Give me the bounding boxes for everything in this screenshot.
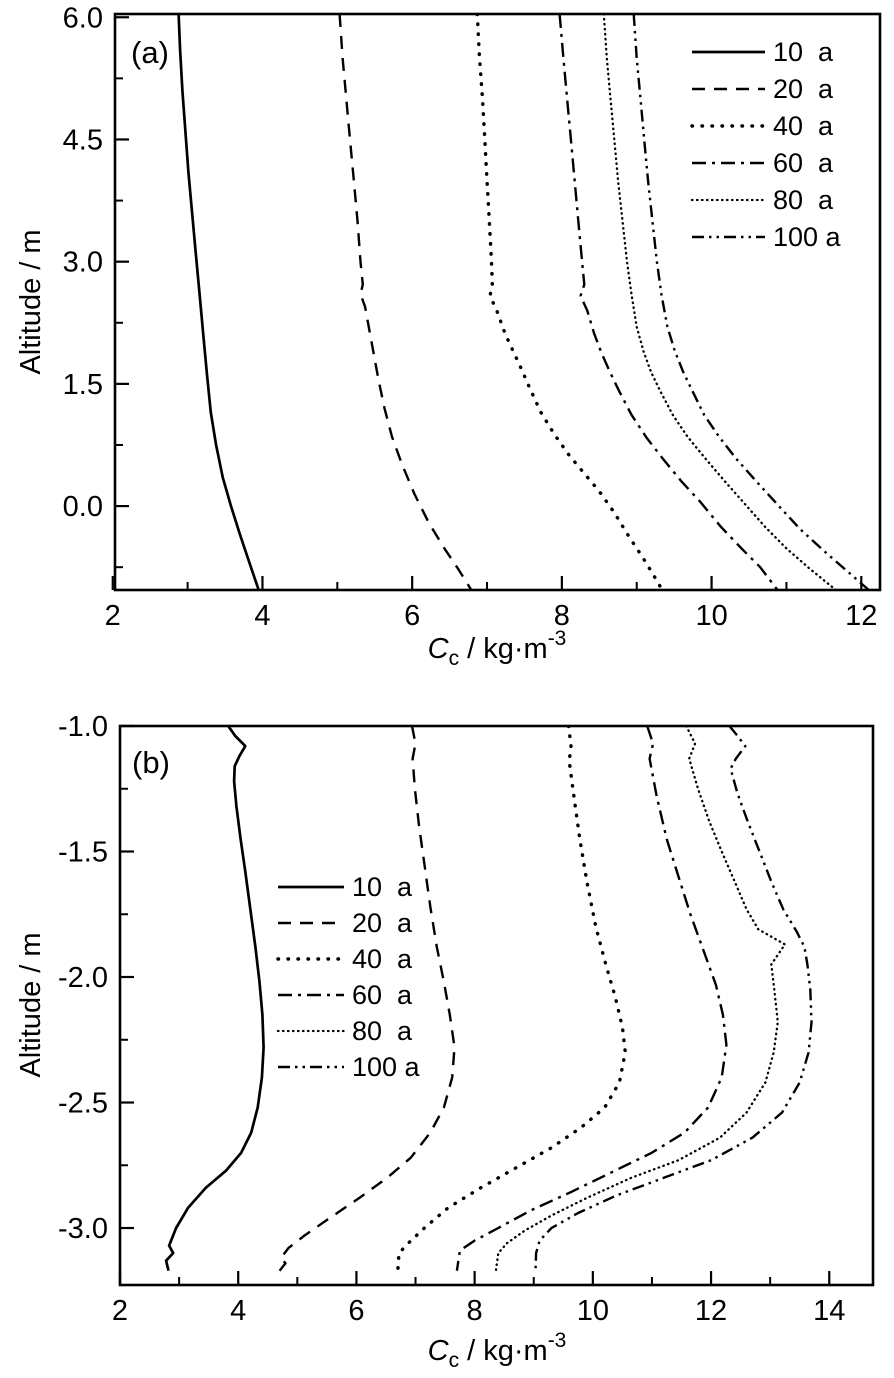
y-tick-label: 0.0 — [63, 491, 103, 523]
series-curve-60-a — [558, 14, 779, 590]
x-tick-label: 8 — [467, 1295, 483, 1327]
series-curve-100-a — [534, 726, 813, 1271]
x-axis-title-a: Cc / kg·m-3 — [428, 627, 567, 670]
series-curve-40-a — [396, 726, 627, 1273]
plot-area — [177, 14, 870, 590]
y-tick-label: -2.5 — [58, 1088, 108, 1120]
x-tick-label: 8 — [554, 600, 570, 632]
x-axis-units: / kg·m — [459, 1335, 548, 1367]
y-tick-label: -1.5 — [58, 837, 108, 869]
legend-label: 20 a — [773, 74, 834, 104]
chart-panel-a: 2 4 6 8 10 12 0.0 1.5 3.0 4.5 6.0 10 a 20 a 40 a 60 a 8… — [63, 2, 882, 632]
legend-label: 60 a — [352, 980, 413, 1010]
chart-panel-b: 2 4 6 8 10 12 14 -1.0 -1.5 -2.0 -2.5 -3.0 10 a 20 a 40… — [58, 711, 875, 1327]
y-tick-label: -1.0 — [58, 711, 108, 743]
legend-label: 40 a — [773, 111, 834, 141]
series-curve-10-a — [177, 14, 260, 590]
series-curve-100-a — [632, 14, 870, 590]
series-curve-80-a — [602, 14, 837, 590]
x-tick-label: 4 — [230, 1295, 246, 1327]
x-axis-exponent: -3 — [548, 1329, 567, 1352]
legend-label: 100 a — [773, 222, 842, 252]
y-tick-label: -3.0 — [58, 1213, 108, 1245]
panel-label-b: (b) — [132, 745, 170, 780]
x-tick-label: 10 — [695, 600, 727, 632]
x-axis-units: / kg·m — [459, 633, 548, 665]
x-axis-subscript: c — [449, 647, 460, 670]
series-curve-40-a — [475, 14, 664, 590]
y-axis-title-b: Altitude / m — [15, 932, 47, 1077]
legend-label: 80 a — [773, 185, 834, 215]
legend-label: 80 a — [352, 1016, 413, 1046]
legend-label: 60 a — [773, 148, 834, 178]
x-tick-label: 2 — [105, 600, 121, 632]
y-tick-label: 6.0 — [63, 2, 103, 34]
x-tick-label: 2 — [112, 1295, 128, 1327]
legend-label: 10 a — [773, 37, 834, 67]
series-curve-20-a — [338, 14, 473, 590]
series-curve-20-a — [278, 726, 456, 1272]
y-tick-label: 4.5 — [63, 124, 103, 156]
y-axis-title-a: Altitude / m — [15, 229, 47, 374]
x-tick-label: 6 — [348, 1295, 364, 1327]
plot-frame — [113, 12, 882, 592]
x-tick-label: 12 — [695, 1295, 727, 1327]
x-tick-label: 12 — [845, 600, 877, 632]
panel-label-a: (a) — [131, 35, 169, 70]
legend: 10 a 20 a 40 a 60 a 80 a 100 a — [690, 37, 842, 252]
series-curve-60-a — [455, 726, 728, 1271]
x-tick-label: 6 — [404, 600, 420, 632]
x-tick-label: 10 — [577, 1295, 609, 1327]
legend: 10 a 20 a 40 a 60 a 80 a 100 a — [276, 872, 421, 1082]
legend-label: 100 a — [352, 1052, 421, 1082]
legend-label: 20 a — [352, 908, 413, 938]
plot-frame — [118, 724, 875, 1287]
y-tick-label: 1.5 — [63, 369, 103, 401]
y-tick-label: -2.0 — [58, 962, 108, 994]
series-curve-80-a — [494, 726, 787, 1272]
series-curve-10-a — [164, 726, 265, 1272]
x-axis-subscript: c — [449, 1349, 460, 1372]
y-tick-label: 3.0 — [63, 247, 103, 279]
x-axis-exponent: -3 — [548, 627, 567, 650]
x-axis-symbol: C — [428, 1335, 450, 1367]
legend-label: 40 a — [352, 944, 413, 974]
x-axis-symbol: C — [428, 633, 450, 665]
legend-label: 10 a — [352, 872, 413, 902]
plot-area — [164, 726, 813, 1273]
x-tick-label: 14 — [813, 1295, 845, 1327]
x-axis-title-b: Cc / kg·m-3 — [428, 1329, 567, 1372]
x-tick-label: 4 — [254, 600, 270, 632]
